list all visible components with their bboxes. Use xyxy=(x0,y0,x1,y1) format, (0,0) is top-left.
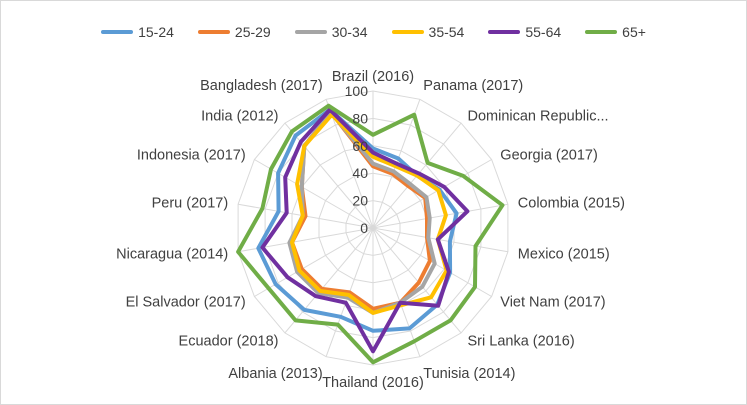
tick-label: 100 xyxy=(345,83,369,99)
category-label: Sri Lanka (2016) xyxy=(468,334,575,350)
category-label: Brazil (2016) xyxy=(332,69,414,85)
grid-spoke xyxy=(325,99,374,229)
legend-item: 15-24 xyxy=(101,24,174,40)
grid-spoke xyxy=(254,159,374,229)
legend-label: 25-29 xyxy=(234,24,271,40)
tick-label: 0 xyxy=(360,220,368,236)
grid-spoke xyxy=(372,227,462,334)
tick-label: 20 xyxy=(352,193,368,209)
grid-spoke xyxy=(372,159,492,229)
category-label: Panama (2017) xyxy=(423,78,523,94)
tick-label: 80 xyxy=(352,110,368,126)
legend-label: 30-34 xyxy=(331,24,368,40)
legend-swatch xyxy=(391,30,424,34)
legend-swatch xyxy=(197,30,230,34)
category-label: Albania (2013) xyxy=(228,366,322,382)
legend-swatch xyxy=(585,30,618,34)
category-label: India (2012) xyxy=(201,108,278,124)
legend-item: 65+ xyxy=(585,24,646,40)
grid-spoke xyxy=(372,227,421,357)
category-label: Dominican Republic... xyxy=(468,108,609,124)
legend-label: 65+ xyxy=(622,24,646,40)
legend-label: 55-64 xyxy=(525,24,562,40)
grid-spoke xyxy=(372,203,508,229)
series-line xyxy=(290,112,449,315)
category-label: Colombia (2015) xyxy=(518,196,625,212)
category-label: El Salvador (2017) xyxy=(126,295,246,311)
radar-series xyxy=(236,103,505,365)
legend-label: 35-54 xyxy=(428,24,465,40)
category-labels: Brazil (2016) Panama (2017) Dominican Repu… xyxy=(116,69,625,391)
category-label: Peru (2017) xyxy=(152,196,229,212)
legend-swatch xyxy=(101,30,134,34)
category-label: Nicaragua (2014) xyxy=(116,247,228,263)
series-line xyxy=(236,103,505,365)
legend-label: 15-24 xyxy=(138,24,174,40)
category-label: Bangladesh (2017) xyxy=(200,78,323,94)
legend-item: 30-34 xyxy=(294,24,368,40)
grid-spoke xyxy=(372,227,508,253)
series-line xyxy=(260,107,470,354)
category-label: Ecuador (2018) xyxy=(179,334,279,350)
category-label: Indonesia (2017) xyxy=(137,148,246,164)
legend-swatch xyxy=(294,30,327,34)
grid-spoke xyxy=(284,227,374,334)
legend-item: 55-64 xyxy=(488,24,561,40)
legend-item: 25-29 xyxy=(197,24,271,40)
radar-grid xyxy=(237,90,509,366)
legend: 15-24 25-29 30-34 35-54 55-64 65+ xyxy=(1,21,746,43)
grid-spoke xyxy=(372,227,492,297)
category-label: Georgia (2017) xyxy=(500,148,598,164)
legend-item: 35-54 xyxy=(391,24,465,40)
category-label: Viet Nam (2017) xyxy=(500,295,605,311)
tick-label: 60 xyxy=(352,138,368,154)
category-label: Mexico (2015) xyxy=(518,247,610,263)
radial-ticks: 0 20 40 60 80 100 xyxy=(345,83,369,236)
tick-label: 40 xyxy=(352,165,368,181)
category-label: Tunisia (2014) xyxy=(423,366,515,382)
legend-swatch xyxy=(488,30,521,34)
category-label: Thailand (2016) xyxy=(322,375,424,391)
